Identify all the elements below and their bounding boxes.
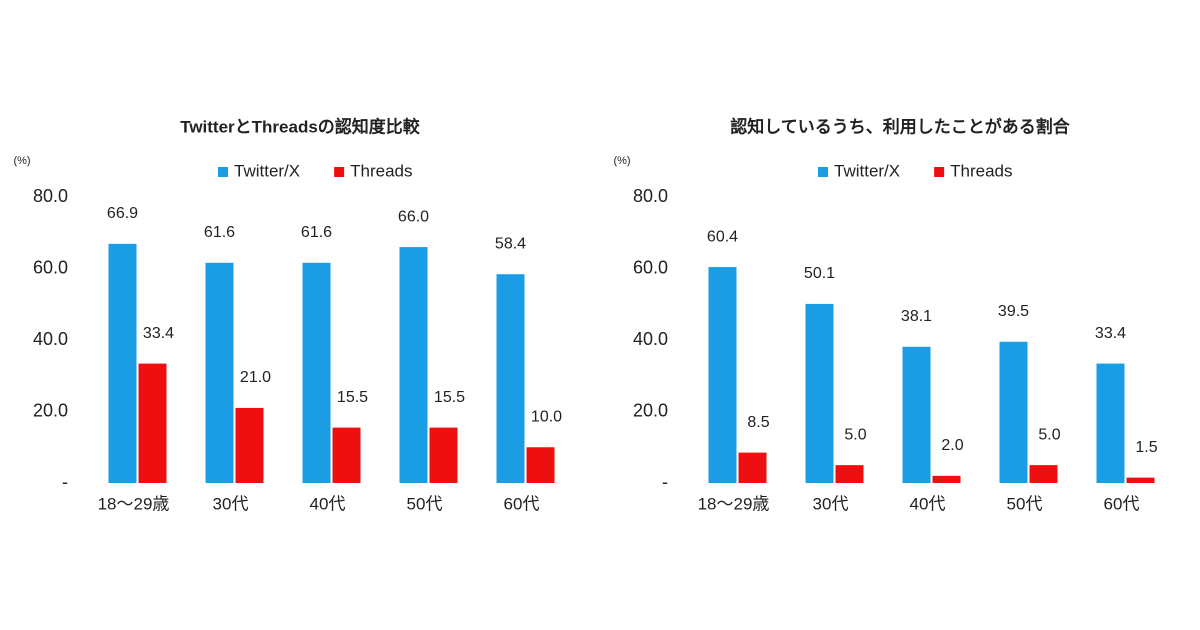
y-tick-label: 20.0 [33,400,68,420]
bar [932,475,961,483]
bar [835,465,864,483]
y-axis-unit: (%) [613,155,630,167]
value-label: 61.6 [301,224,332,241]
bar [738,452,767,483]
x-tick-label: 50代 [1007,494,1043,513]
bar [108,243,137,483]
legend-label: Twitter/X [234,161,300,180]
bar [302,262,331,483]
value-label: 66.9 [107,205,138,222]
chart-title: TwitterとThreadsの認知度比較 [180,116,421,136]
bar [496,274,525,483]
y-tick-label: 60.0 [633,257,668,277]
value-label: 8.5 [747,414,769,431]
bar [999,341,1028,483]
value-label: 10.0 [531,408,562,425]
value-label: 60.4 [707,228,738,245]
x-tick-label: 30代 [813,494,849,513]
value-label: 58.4 [495,235,526,252]
y-axis-unit: (%) [13,155,30,167]
y-tick-label: 20.0 [633,400,668,420]
value-label: 61.6 [204,224,235,241]
legend-label: Threads [350,161,412,180]
legend-label: Threads [950,161,1012,180]
chart-title: 認知しているうち、利用したことがある割合 [730,116,1070,136]
x-tick-label: 30代 [213,494,249,513]
bar [1096,363,1125,483]
value-label: 5.0 [1038,426,1060,443]
y-tick-label: 60.0 [33,257,68,277]
x-tick-label: 50代 [407,494,443,513]
bar [332,427,361,483]
value-label: 50.1 [804,265,835,282]
value-label: 1.5 [1135,439,1157,456]
x-tick-label: 18〜29歳 [698,494,770,513]
bar [399,247,428,483]
value-label: 21.0 [240,369,271,386]
legend-swatch [334,167,345,177]
y-tick-label: 40.0 [633,329,668,349]
bar [205,262,234,483]
bar [429,427,458,483]
bar [235,407,264,483]
y-tick-label: - [62,472,68,492]
bar [708,267,737,483]
value-label: 2.0 [941,437,963,454]
x-tick-label: 40代 [910,494,946,513]
value-label: 38.1 [901,308,932,325]
bar [1029,465,1058,483]
y-tick-label: 40.0 [33,329,68,349]
x-tick-label: 60代 [504,494,540,513]
value-label: 5.0 [844,426,866,443]
legend-label: Twitter/X [834,161,900,180]
legend-swatch [934,167,945,177]
x-tick-label: 40代 [310,494,346,513]
value-label: 66.0 [398,208,429,225]
bar [805,303,834,483]
y-tick-label: - [662,472,668,492]
value-label: 33.4 [143,325,174,342]
x-tick-label: 18〜29歳 [98,494,170,513]
value-label: 15.5 [337,389,368,406]
legend-swatch [818,167,828,177]
bar [1126,477,1155,483]
y-tick-label: 80.0 [33,186,68,206]
bar [526,447,555,483]
value-label: 33.4 [1095,325,1126,342]
value-label: 15.5 [434,389,465,406]
legend-swatch [218,167,228,177]
x-tick-label: 60代 [1104,494,1140,513]
value-label: 39.5 [998,303,1029,320]
bar [902,346,931,483]
y-tick-label: 80.0 [633,186,668,206]
bar [138,363,167,483]
